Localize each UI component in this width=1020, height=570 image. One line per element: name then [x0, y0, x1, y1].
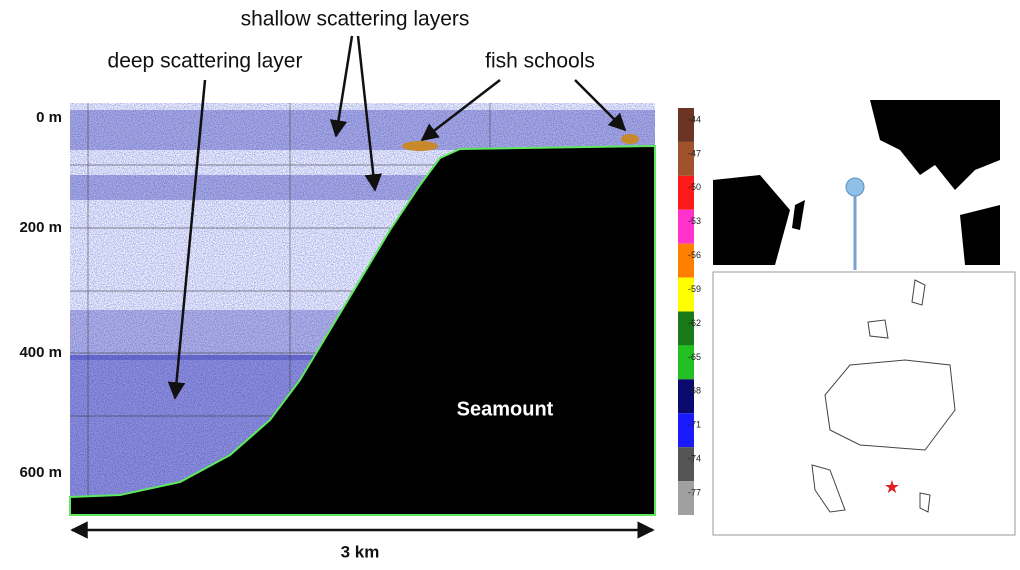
scale-label: -65 [688, 352, 701, 362]
depth-label: 0 m [36, 109, 62, 126]
distance-label: 3 km [341, 542, 380, 561]
scale-label: -50 [688, 182, 701, 192]
color-swatch [678, 312, 694, 346]
annotation: deep scattering layer [108, 50, 303, 73]
color-swatch [678, 210, 694, 244]
annotation: shallow scattering layers [241, 8, 470, 31]
color-swatch [678, 244, 694, 278]
figure: Seamount 0 m 200 m 400 m 600 m -44 -47 -50 -53… [0, 0, 1020, 565]
scale-label: -47 [688, 148, 701, 158]
scale-label: -53 [688, 216, 701, 226]
scale-label: -71 [688, 420, 701, 430]
annotation: fish schools [485, 50, 595, 73]
inset-map: ★ [713, 272, 1015, 535]
scale-label: -44 [688, 114, 701, 124]
echogram: Seamount [70, 103, 655, 515]
depth-label: 400 m [19, 344, 62, 361]
scale-label: -77 [688, 487, 701, 497]
color-swatch [678, 142, 694, 176]
color-swatch [678, 481, 694, 515]
color-swatch [678, 345, 694, 379]
color-swatch [678, 108, 694, 142]
color-swatch [678, 413, 694, 447]
color-swatch [678, 278, 694, 312]
seamount-label: Seamount [457, 398, 554, 420]
scale-label: -74 [688, 454, 701, 464]
scale-label: -59 [688, 284, 701, 294]
location-map [713, 100, 1000, 270]
scale-label: -56 [688, 250, 701, 260]
scale-label: -62 [688, 318, 701, 328]
color-swatch [678, 379, 694, 413]
depth-label: 200 m [19, 219, 62, 236]
svg-text:★: ★ [884, 477, 900, 497]
color-swatch [678, 447, 694, 481]
scale-label: -68 [688, 386, 701, 396]
color-swatch [678, 176, 694, 210]
depth-label: 600 m [19, 464, 62, 481]
